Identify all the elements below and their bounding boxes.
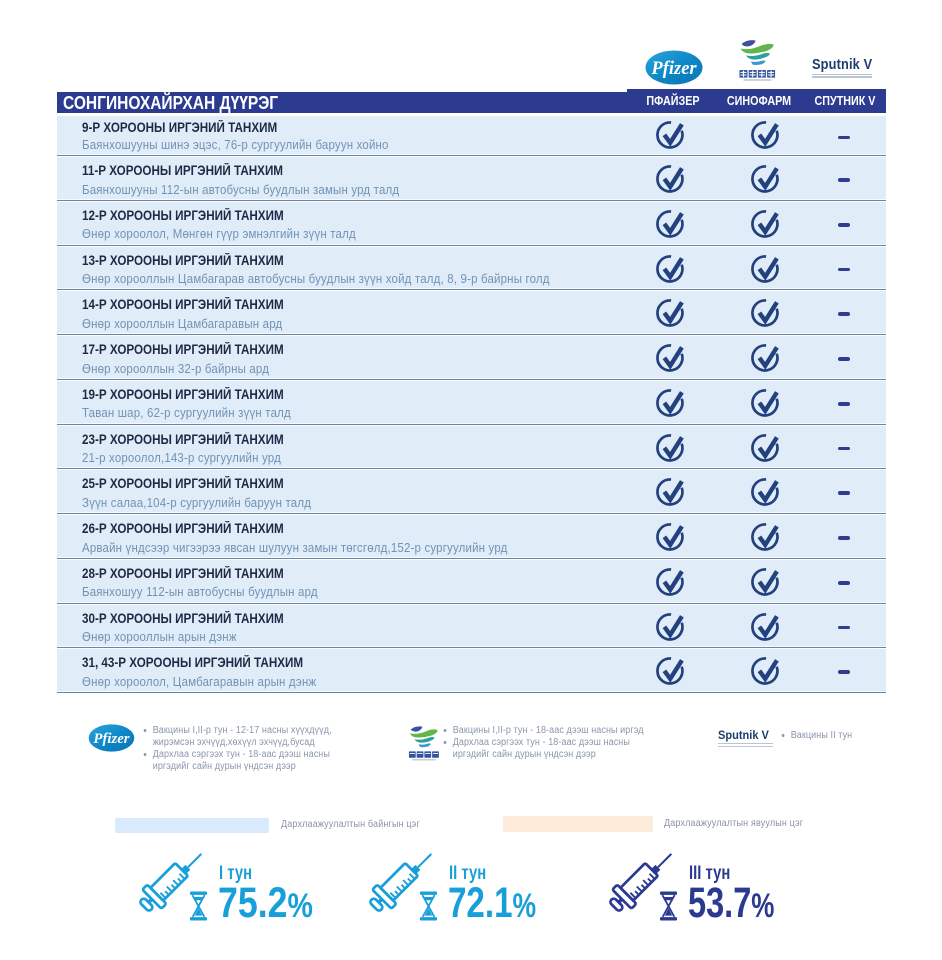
svg-text:Pfizer: Pfizer — [93, 731, 129, 747]
svg-text:Pfizer: Pfizer — [650, 59, 697, 79]
